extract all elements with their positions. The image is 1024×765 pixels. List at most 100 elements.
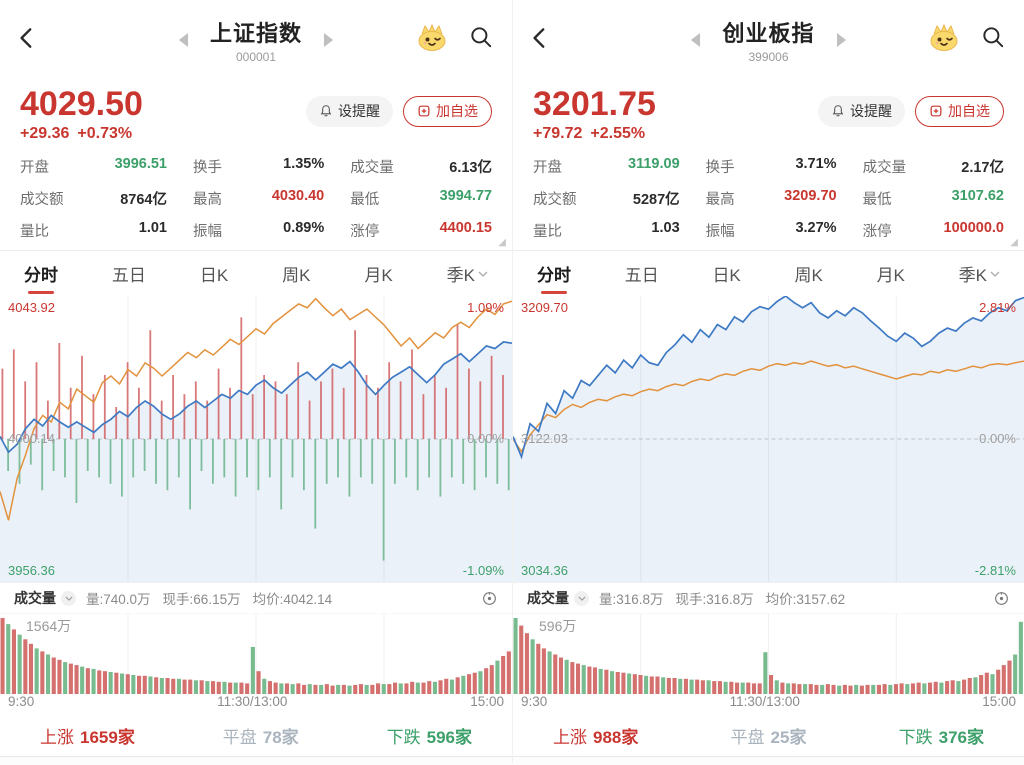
header: 创业板指 399006 bbox=[513, 0, 1024, 80]
chart-pct-low-label: -1.09% bbox=[462, 563, 504, 578]
change-percent: +2.55% bbox=[590, 125, 646, 143]
chart-high-label: 4043.92 bbox=[8, 300, 55, 315]
mascot-icon[interactable] bbox=[416, 22, 448, 57]
change-value: +29.36 bbox=[20, 125, 70, 143]
tab-five-day[interactable]: 五日 bbox=[111, 266, 146, 285]
chart-settings-icon[interactable] bbox=[993, 590, 1010, 607]
volume-chart-canvas bbox=[0, 614, 511, 694]
volume-chart[interactable]: 596万 bbox=[513, 614, 1024, 694]
volume-chart[interactable]: 1564万 bbox=[0, 614, 512, 694]
add-watchlist-label: 加自选 bbox=[436, 103, 478, 119]
volume-max-label: 596万 bbox=[539, 618, 577, 634]
volume-indicator-selector[interactable]: 成交量 bbox=[527, 588, 589, 608]
mascot-icon[interactable] bbox=[928, 22, 960, 57]
tab-quarterly-k[interactable]: 季K bbox=[959, 251, 1000, 296]
advancers: 上涨 1659家 bbox=[40, 727, 135, 747]
time-axis: 9:30 11:30/13:00 15:00 bbox=[0, 694, 512, 712]
price-section: 3201.75 +79.72 +2.55% 设提醒 加自选 bbox=[513, 80, 1024, 150]
chart-pct-high-label: 2.81% bbox=[979, 300, 1016, 315]
tab-five-day[interactable]: 五日 bbox=[624, 266, 659, 285]
change-percent: +0.73% bbox=[77, 125, 133, 143]
chart-pct-high-label: 1.09% bbox=[467, 300, 504, 315]
bell-icon bbox=[320, 105, 332, 117]
stat-volume: 成交量 6.13亿 bbox=[350, 160, 492, 176]
time-axis: 9:30 11:30/13:00 15:00 bbox=[513, 694, 1024, 712]
time-open: 9:30 bbox=[521, 694, 548, 709]
search-icon[interactable] bbox=[468, 24, 494, 55]
tab-weekly-k[interactable]: 周K bbox=[794, 266, 823, 285]
bottom-divider bbox=[513, 756, 1024, 765]
tab-weekly-k[interactable]: 周K bbox=[282, 266, 311, 285]
tab-minute[interactable]: 分时 bbox=[24, 251, 58, 296]
header: 上证指数 000001 bbox=[0, 0, 512, 80]
chevron-down-icon bbox=[990, 271, 1000, 277]
volume-max-label: 1564万 bbox=[26, 618, 72, 634]
search-icon[interactable] bbox=[980, 24, 1006, 55]
price-section: 4029.50 +29.36 +0.73% 设提醒 加自选 bbox=[0, 80, 512, 150]
plus-box-icon bbox=[930, 105, 942, 117]
minute-chart-canvas bbox=[513, 296, 1024, 582]
tab-quarterly-k[interactable]: 季K bbox=[447, 251, 488, 296]
bell-icon bbox=[832, 105, 844, 117]
minute-chart[interactable]: 3209.70 2.81% 3122.03 0.00% 3034.36 -2.8… bbox=[513, 296, 1024, 582]
volume-indicator-selector[interactable]: 成交量 bbox=[14, 588, 76, 608]
add-watchlist-button[interactable]: 加自选 bbox=[915, 95, 1004, 127]
market-breadth: 上涨 988家 平盘 25家 下跌 376家 bbox=[513, 714, 1024, 756]
stat-volume-ratio: 量比 1.03 bbox=[533, 220, 680, 240]
volume-chart-canvas bbox=[513, 614, 1023, 694]
indicator-chevron-icon bbox=[574, 590, 589, 606]
stat-open: 开盘 3119.09 bbox=[533, 156, 680, 176]
set-alert-label: 设提醒 bbox=[850, 103, 892, 119]
expand-stats-icon[interactable]: ◢ bbox=[498, 237, 506, 248]
set-alert-button[interactable]: 设提醒 bbox=[306, 95, 393, 127]
advancers: 上涨 988家 bbox=[553, 727, 639, 747]
tab-daily-k[interactable]: 日K bbox=[199, 266, 229, 285]
chart-mid-label: 3122.03 bbox=[521, 431, 568, 446]
stats-grid[interactable]: 开盘 3996.51 换手 1.35% 成交量 6.13亿 成交额 8764亿 最高 40… bbox=[0, 150, 512, 250]
tab-monthly-k[interactable]: 月K bbox=[876, 266, 905, 285]
stat-amount: 成交额 8764亿 bbox=[20, 192, 167, 208]
next-stock-icon[interactable] bbox=[836, 33, 846, 47]
stats-grid[interactable]: 开盘 3119.09 换手 3.71% 成交量 2.17亿 成交额 5287亿 最高 32… bbox=[513, 150, 1024, 250]
back-icon bbox=[533, 27, 545, 48]
time-close: 15:00 bbox=[470, 694, 504, 709]
stock-code: 000001 bbox=[235, 50, 277, 64]
stat-limit-up: 涨停 4400.15 bbox=[350, 220, 492, 240]
stat-turnover-rate: 换手 3.71% bbox=[705, 156, 837, 176]
stat-volume: 成交量 2.17亿 bbox=[862, 160, 1004, 176]
unchanged: 平盘 25家 bbox=[730, 727, 807, 747]
plus-box-icon bbox=[418, 105, 430, 117]
chart-pct-low-label: -2.81% bbox=[974, 563, 1016, 578]
time-midday: 11:30/13:00 bbox=[729, 694, 800, 709]
volume-indicator-bar: 成交量 量:316.8万 现手:316.8万 均价:3157.62 bbox=[513, 582, 1024, 614]
expand-stats-icon[interactable]: ◢ bbox=[1010, 237, 1018, 248]
tab-daily-k[interactable]: 日K bbox=[712, 266, 741, 285]
time-midday: 11:30/13:00 bbox=[217, 694, 288, 709]
next-stock-icon[interactable] bbox=[324, 33, 333, 47]
period-tabs: 分时 五日 日K 周K 月K 季K bbox=[0, 250, 512, 296]
tab-monthly-k[interactable]: 月K bbox=[364, 266, 393, 285]
minute-chart[interactable]: 4043.92 1.09% 4000.14 0.00% 3956.36 -1.0… bbox=[0, 296, 512, 582]
chart-pct-mid-label: 0.00% bbox=[467, 431, 504, 446]
back-button[interactable] bbox=[523, 22, 557, 56]
stat-low: 最低 3107.62 bbox=[862, 188, 1004, 208]
indicator-chevron-icon bbox=[61, 590, 76, 606]
current-price: 3201.75 bbox=[533, 84, 656, 123]
stat-high: 最高 4030.40 bbox=[193, 188, 325, 208]
chart-settings-icon[interactable] bbox=[481, 590, 498, 607]
current-price: 4029.50 bbox=[20, 84, 143, 123]
unchanged: 平盘 78家 bbox=[222, 727, 299, 747]
set-alert-button[interactable]: 设提醒 bbox=[818, 95, 905, 127]
back-button[interactable] bbox=[10, 22, 44, 56]
stock-panel-chinext: 创业板指 399006 3201.75 +79.72 +2.55% 设提醒 bbox=[512, 0, 1024, 765]
chart-high-label: 3209.70 bbox=[521, 300, 568, 315]
stat-turnover-rate: 换手 1.35% bbox=[193, 156, 325, 176]
add-watchlist-button[interactable]: 加自选 bbox=[403, 95, 492, 127]
prev-stock-icon[interactable] bbox=[691, 33, 701, 47]
prev-stock-icon[interactable] bbox=[178, 33, 188, 47]
volume-info: 量:316.8万 现手:316.8万 均价:3157.62 bbox=[599, 592, 846, 607]
tab-minute[interactable]: 分时 bbox=[537, 251, 571, 296]
stat-amount: 成交额 5287亿 bbox=[533, 192, 680, 208]
stock-title: 创业板指 bbox=[722, 21, 815, 46]
time-open: 9:30 bbox=[8, 694, 35, 709]
